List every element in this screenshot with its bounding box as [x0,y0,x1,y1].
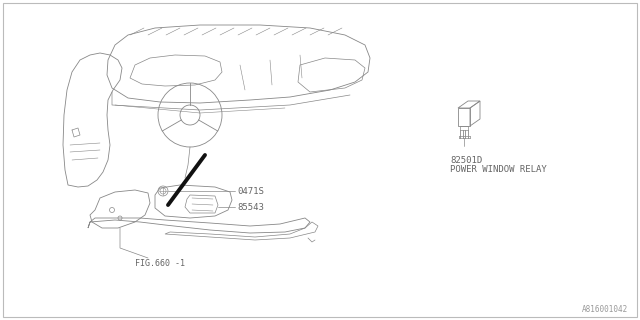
Text: 0471S: 0471S [237,187,264,196]
Text: 82501D: 82501D [450,156,483,165]
Text: FIG.660 -1: FIG.660 -1 [135,259,185,268]
Text: A816001042: A816001042 [582,305,628,314]
Text: POWER WINDOW RELAY: POWER WINDOW RELAY [450,165,547,174]
Text: 85543: 85543 [237,203,264,212]
